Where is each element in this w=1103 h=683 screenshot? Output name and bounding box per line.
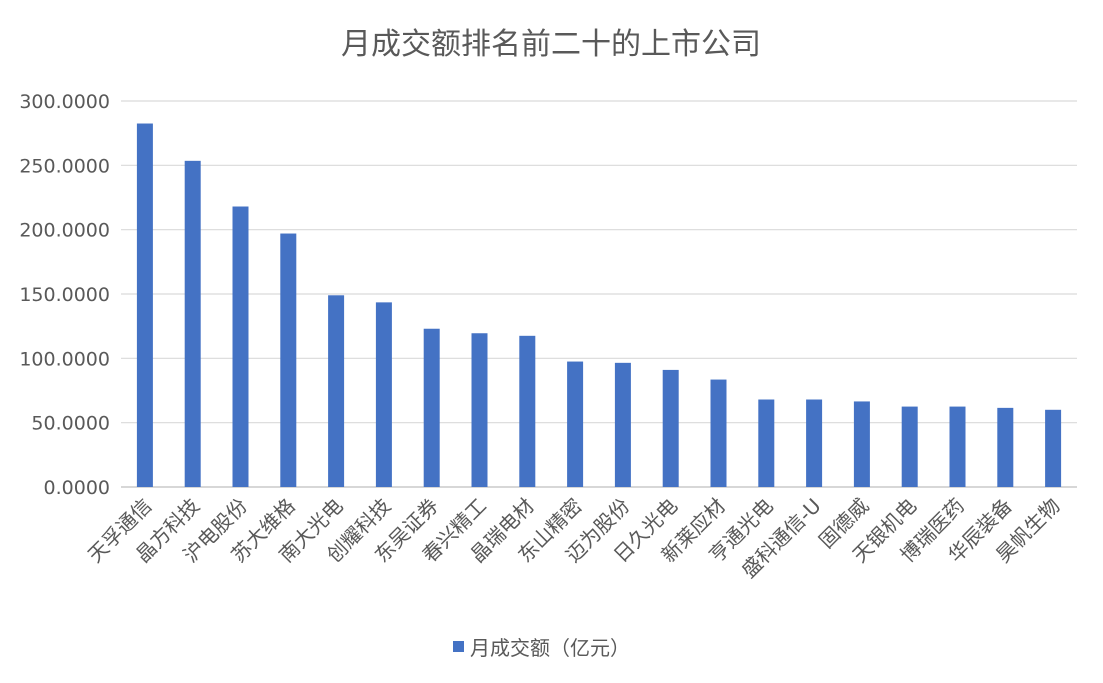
- bar: [901, 406, 918, 487]
- bar: [328, 295, 345, 487]
- bar: [758, 399, 775, 487]
- bar: [949, 406, 966, 487]
- y-tick-label: 200.0000: [19, 220, 110, 242]
- y-tick-label: 150.0000: [19, 284, 110, 306]
- bar: [614, 362, 631, 487]
- legend-swatch: [453, 641, 464, 652]
- bar: [423, 328, 440, 487]
- legend: 月成交额（亿元）: [453, 636, 630, 660]
- y-tick-label: 50.0000: [31, 413, 110, 435]
- x-axis-category-labels: 天孚通信晶方科技沪电股份苏大维格南大光电创耀科技东吴证券春兴精工晶瑞电材东山精密…: [83, 494, 1065, 583]
- legend-label: 月成交额（亿元）: [470, 636, 630, 660]
- bar: [184, 160, 201, 487]
- bar: [1045, 409, 1062, 487]
- bar: [232, 206, 249, 488]
- bar: [471, 333, 488, 487]
- bar: [136, 123, 153, 488]
- bar: [710, 379, 727, 487]
- y-tick-label: 0.0000: [44, 477, 110, 499]
- bars: [136, 123, 1062, 488]
- y-tick-label: 300.0000: [19, 91, 110, 113]
- bar: [853, 401, 870, 487]
- bar: [280, 233, 297, 487]
- chart-title: 月成交额排名前二十的上市公司: [341, 27, 761, 62]
- bar: [519, 335, 536, 487]
- gridlines: [121, 100, 1077, 488]
- y-tick-label: 100.0000: [19, 348, 110, 370]
- y-axis-tick-labels: 0.0000 50.0000 100.0000 150.0000 200.0000 250…: [19, 91, 110, 499]
- bar: [567, 361, 584, 487]
- bar: [375, 302, 392, 487]
- bar: [662, 369, 679, 487]
- bar: [997, 407, 1014, 487]
- y-tick-label: 250.0000: [19, 155, 110, 177]
- bar: [806, 399, 823, 487]
